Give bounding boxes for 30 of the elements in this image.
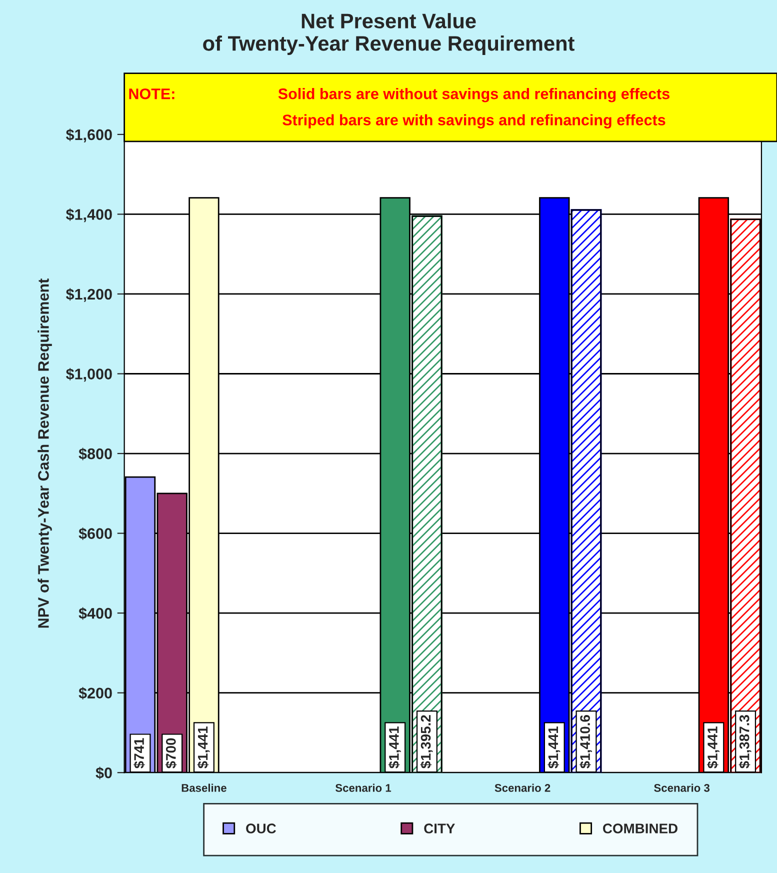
legend-label: OUC [246,824,276,834]
y-tick-label: $400 [78,607,112,620]
data-label: $741 [134,738,145,768]
y-tick-label: $600 [78,527,112,540]
data-label: $1,441 [706,726,720,768]
data-label: $700 [165,738,177,768]
y-axis-title: NPV of Twenty-Year Cash Revenue Requirement [38,278,52,628]
data-label: $1,395.2 [420,715,433,768]
text: Striped bars are with savings and refinancing effects [282,114,666,128]
y-tick-label: $1,000 [66,368,112,382]
y-tick-label: $0 [96,766,112,780]
x-tick-label: Scenario 3 [654,784,710,792]
chart-title: Net Present Value of Twenty-Year Revenue Requirement [203,13,574,55]
y-tick-label: $1,200 [66,288,112,302]
y-tick-label: $800 [78,448,112,460]
legend-label: COMBINED [603,824,678,834]
x-tick-label: Scenario 1 [335,784,392,792]
text: Solid bars are without savings and refinancing effects [278,88,670,102]
data-label: $1,387.3 [738,715,752,768]
data-label: $1,410.6 [580,715,592,768]
text: NOTE: [129,88,174,100]
data-label: $1,441 [197,726,210,768]
x-tick-label: Scenario 2 [494,784,550,792]
data-label: $1,441 [548,726,560,768]
y-tick-label: $1,600 [66,128,112,142]
y-tick-label: $200 [78,687,112,700]
data-label: $1,441 [388,726,401,768]
y-tick-label: $1,400 [66,208,112,222]
x-tick-label: Baseline [182,784,226,792]
legend-label: CITY [424,824,455,834]
